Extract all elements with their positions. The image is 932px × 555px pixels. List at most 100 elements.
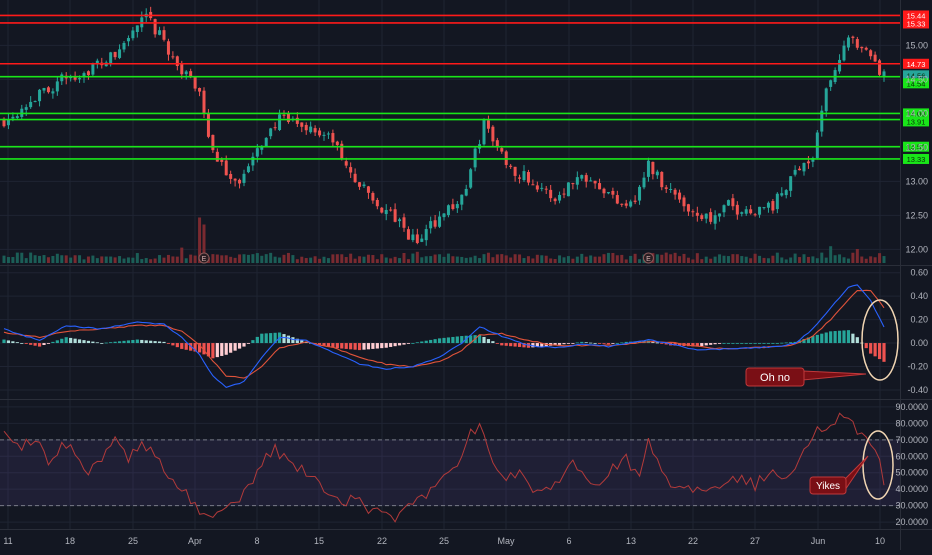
volume-bar (362, 256, 366, 263)
macd-histogram-bar (411, 343, 415, 344)
candle-body (389, 209, 393, 211)
candle-body (495, 140, 499, 147)
candle-body (593, 180, 597, 184)
candle-body (731, 198, 735, 207)
candle-body (118, 49, 122, 58)
macd-histogram-bar (731, 343, 735, 344)
candle-body (46, 87, 50, 93)
time-axis: 11 18 25 Apr 8 15 22 25 May 6 13 22 27 Jun 10 (3, 536, 885, 546)
macd-histogram-bar (366, 343, 371, 350)
volume-bar (246, 254, 250, 263)
candle-body (464, 188, 468, 196)
volume-bar (326, 258, 330, 263)
macd-tick-label: 0.00 (910, 338, 928, 348)
volume-bar (122, 258, 126, 263)
candle-body (229, 173, 233, 179)
macd-histogram-bar (291, 337, 295, 344)
volume-bar (629, 255, 633, 263)
macd-histogram-bar (837, 330, 842, 344)
candle-body (766, 202, 770, 208)
candle-body (655, 171, 659, 176)
macd-histogram-bar (535, 343, 539, 347)
macd-histogram-bar (11, 341, 15, 344)
candle-body (784, 190, 788, 196)
macd-histogram-bar (429, 339, 433, 344)
volume-bar (882, 256, 886, 263)
macd-histogram-bar (509, 343, 513, 347)
volume-bar (24, 258, 28, 263)
volume-bar (286, 252, 290, 263)
macd-histogram-bar (211, 343, 215, 359)
candle-body (273, 127, 277, 129)
volume-bar (344, 257, 348, 263)
volume-bar (211, 254, 215, 263)
candle-body (713, 215, 717, 224)
macd-histogram-bar (571, 343, 575, 344)
volume-bar (531, 258, 535, 263)
volume-bar (571, 258, 575, 263)
volume-bar (389, 258, 393, 263)
candle-body (615, 195, 619, 204)
macd-histogram-bar (829, 331, 833, 344)
macd-histogram-bar (353, 343, 357, 350)
macd-histogram-bar (357, 343, 362, 351)
macd-histogram-bar (95, 342, 99, 344)
volume-bar (278, 257, 282, 263)
macd-histogram-bar (740, 343, 744, 344)
candle-body (695, 212, 699, 216)
candle-body (726, 200, 730, 206)
candle-body (642, 177, 646, 188)
volume-bar (260, 255, 264, 263)
candle-body (135, 25, 139, 32)
candle-body (211, 134, 215, 151)
candle-body (415, 234, 419, 244)
candle-body (482, 119, 486, 145)
candle-body (33, 101, 37, 103)
volume-bar (575, 256, 579, 263)
volume-bar (38, 255, 42, 263)
macd-histogram-bar (753, 343, 757, 344)
candle-body (762, 207, 766, 209)
macd-histogram (2, 330, 886, 362)
rsi-band-fill (0, 439, 900, 506)
candle-body (718, 213, 722, 217)
candle-body (509, 165, 513, 167)
price-tick-label: 13.00 (905, 176, 928, 186)
price-tick-label: 12.50 (905, 210, 928, 220)
candle-body (51, 91, 55, 94)
macd-histogram-bar (113, 341, 117, 344)
macd-histogram-bar (371, 343, 375, 349)
candle-body (526, 172, 530, 183)
volume-bar (238, 254, 242, 263)
volume-bar (95, 258, 99, 263)
volume-bar (309, 257, 313, 263)
volume-bar (722, 255, 726, 263)
candle-body (758, 206, 762, 215)
volume-bar (273, 256, 277, 263)
candle-body (109, 52, 113, 65)
candle-body (864, 47, 868, 50)
macd-histogram-bar (691, 343, 695, 347)
macd-histogram-bar (460, 336, 464, 344)
candle-body (829, 80, 833, 87)
macd-histogram-bar (566, 343, 571, 344)
candle-body (260, 145, 264, 150)
volume-bar (549, 258, 553, 263)
macd-histogram-bar (224, 343, 228, 355)
candle-body (700, 215, 704, 220)
candle-body (522, 171, 526, 181)
earnings-marker-circle (642, 252, 654, 264)
price-level-tag (903, 116, 929, 127)
volume-bar (331, 254, 335, 263)
macd-histogram-bar (820, 333, 824, 344)
macd-histogram-bar (406, 343, 411, 344)
macd-histogram-bar (686, 343, 691, 347)
candle-body (29, 101, 33, 108)
volume-bar (349, 253, 353, 263)
volume-bar (398, 258, 402, 263)
macd-histogram-bar (602, 343, 606, 344)
volume-bar (411, 253, 415, 263)
volume-bar (46, 257, 50, 263)
